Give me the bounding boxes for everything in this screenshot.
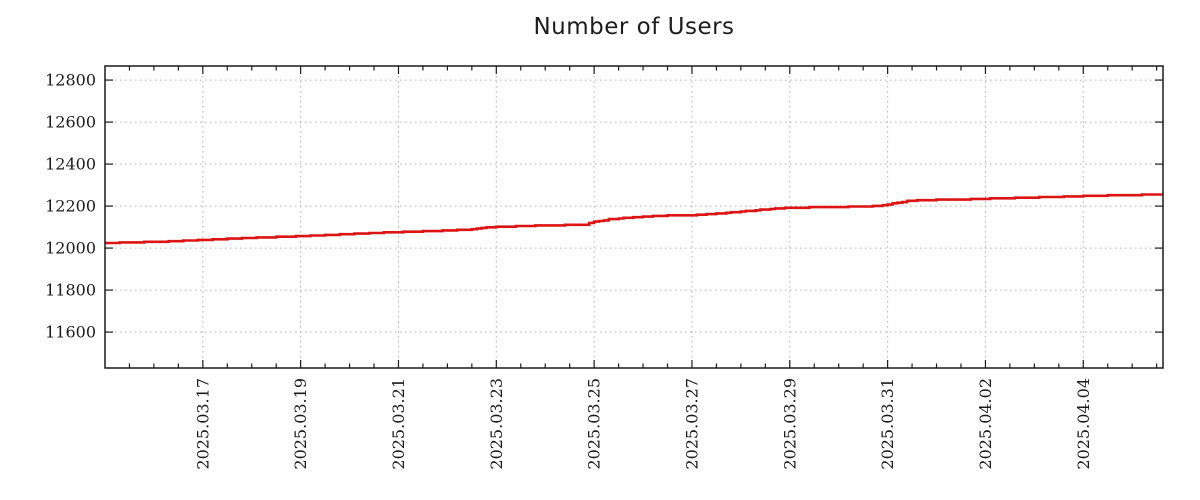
y-axis-labels: 11600 11800 12000 12200 12400 12600 12800	[45, 71, 96, 342]
y-tick-label: 11800	[45, 281, 96, 300]
chart-title: Number of Users	[533, 14, 735, 40]
x-tick-label: 2025.03.23	[487, 378, 506, 470]
y-tick-label: 12600	[45, 113, 96, 132]
x-tick-label: 2025.03.17	[193, 378, 212, 470]
y-tick-label: 12000	[45, 239, 96, 258]
x-tick-label: 2025.03.31	[878, 378, 897, 470]
y-tick-label: 12200	[45, 197, 96, 216]
x-axis-labels: 2025.03.17 2025.03.19 2025.03.21 2025.03.23…	[193, 378, 1093, 470]
series-number-of-users	[105, 193, 1163, 245]
x-tick-label: 2025.03.27	[683, 378, 702, 470]
plot-border	[104, 65, 1164, 369]
axis-ticks	[105, 66, 1163, 368]
x-tick-label: 2025.03.29	[780, 378, 799, 470]
x-tick-label: 2025.04.02	[976, 378, 995, 470]
gridlines	[105, 66, 1163, 368]
y-tick-label: 11600	[45, 323, 96, 342]
x-tick-label: 2025.03.19	[291, 378, 310, 470]
x-tick-label: 2025.03.21	[389, 378, 408, 470]
x-tick-label: 2025.04.04	[1074, 378, 1093, 470]
y-tick-label: 12800	[45, 71, 96, 90]
y-tick-label: 12400	[45, 155, 96, 174]
x-tick-label: 2025.03.25	[585, 378, 604, 470]
